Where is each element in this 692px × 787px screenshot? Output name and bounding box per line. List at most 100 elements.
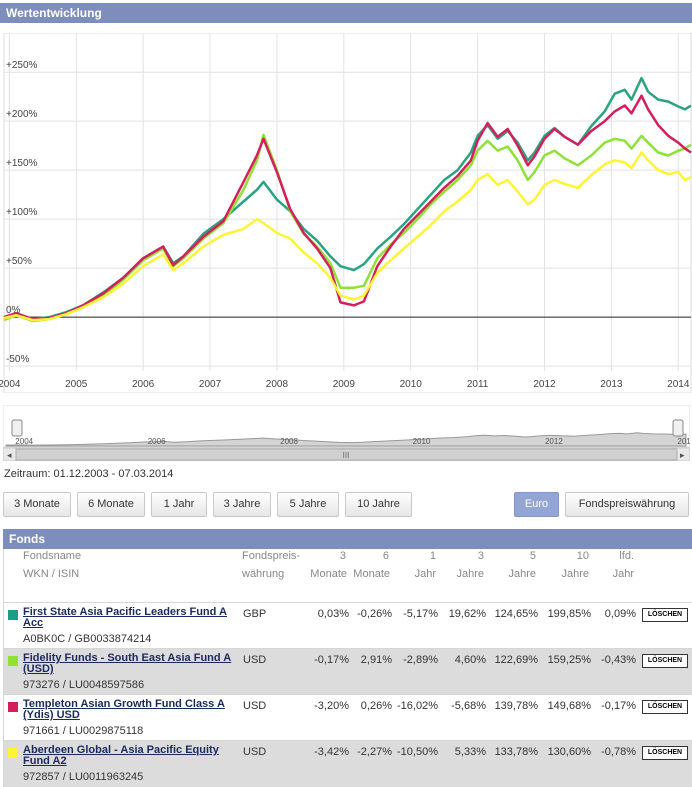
header-3y: 3 bbox=[477, 550, 484, 562]
x-tick-label: 2010 bbox=[400, 379, 423, 390]
delete-fund-button[interactable]: LÖSCHEN bbox=[642, 700, 688, 714]
fund-perf-y5: 122,69% bbox=[494, 654, 538, 666]
date-range-text: Zeitraum: 01.12.2003 - 07.03.2014 bbox=[4, 468, 174, 480]
fonds-panel-title: Fonds bbox=[9, 532, 45, 546]
navigator-year-label: 2014 bbox=[677, 437, 690, 446]
fund-row: Templeton Asian Growth Fund Class A (Ydi… bbox=[4, 695, 692, 741]
fund-wkn-isin: A0BK0C / GB0033874214 bbox=[23, 633, 152, 645]
navigator-year-label: 2006 bbox=[148, 437, 166, 446]
header-3m-2: Monate bbox=[310, 568, 347, 580]
header-ytd-2: Jahr bbox=[612, 568, 634, 580]
table-header: Fondsname WKN / ISIN Fondspreis- währung… bbox=[4, 549, 692, 603]
time-navigator[interactable]: 2004 2006 2008 2010 2012 2014 ◂ ▸ III bbox=[3, 405, 690, 461]
fund-perf-m6: 0,26% bbox=[360, 700, 392, 712]
header-6m-2: Monate bbox=[353, 568, 390, 580]
header-wkn-isin: WKN / ISIN bbox=[23, 568, 80, 580]
fund-perf-y10: 130,60% bbox=[547, 746, 591, 758]
x-tick-label: 2004 bbox=[0, 379, 21, 390]
y-tick-label: +100% bbox=[6, 207, 38, 218]
currency-fund-button[interactable]: Fondspreiswährung bbox=[565, 492, 689, 517]
y-tick-label: +250% bbox=[6, 60, 38, 71]
chart-panel-header: Wertentwicklung bbox=[0, 3, 692, 23]
fund-perf-m3: -0,17% bbox=[314, 654, 349, 666]
fonds-table: Fondsname WKN / ISIN Fondspreis- währung… bbox=[3, 549, 692, 787]
fund-perf-y5: 124,65% bbox=[494, 608, 538, 620]
header-currency: Fondspreis- bbox=[242, 550, 301, 562]
fund-perf-m6: 2,91% bbox=[360, 654, 392, 666]
x-tick-label: 2011 bbox=[467, 379, 489, 390]
fund-perf-y10: 199,85% bbox=[547, 608, 591, 620]
navigator-left-handle[interactable] bbox=[11, 419, 23, 437]
range-5-years-button[interactable]: 5 Jahre bbox=[277, 492, 339, 517]
range-3-years-button[interactable]: 3 Jahre bbox=[213, 492, 271, 517]
fonds-panel-header: Fonds bbox=[3, 529, 692, 549]
fund-perf-m6: -2,27% bbox=[357, 746, 392, 758]
header-10y-2: Jahre bbox=[561, 568, 589, 580]
fund-perf-m3: 0,03% bbox=[317, 608, 349, 620]
fund-color-swatch bbox=[8, 702, 18, 712]
x-tick-label: 2007 bbox=[199, 379, 222, 390]
currency-euro-button[interactable]: Euro bbox=[514, 492, 559, 517]
fund-name-link[interactable]: Aberdeen Global - Asia Pacific Equity Fu… bbox=[23, 744, 219, 767]
fund-wkn-isin: 972857 / LU0011963245 bbox=[23, 771, 144, 783]
header-ytd: lfd. bbox=[619, 550, 634, 562]
header-6m: 6 bbox=[382, 550, 389, 562]
fund-perf-lfd: -0,17% bbox=[601, 700, 636, 712]
navigator-year-label: 2010 bbox=[413, 437, 431, 446]
fund-perf-y3: 4,60% bbox=[454, 654, 486, 666]
y-tick-label: +50% bbox=[6, 256, 32, 267]
navigator-right-handle[interactable] bbox=[672, 419, 684, 437]
fund-perf-lfd: 0,09% bbox=[604, 608, 636, 620]
fund-name-link[interactable]: Templeton Asian Growth Fund Class A (Ydi… bbox=[23, 698, 225, 721]
navigator-scrollbar-thumb[interactable] bbox=[15, 448, 678, 461]
fund-perf-m3: -3,42% bbox=[314, 746, 349, 758]
fund-name-link[interactable]: First State Asia Pacific Leaders Fund A … bbox=[23, 606, 227, 629]
fund-perf-y10: 159,25% bbox=[547, 654, 591, 666]
range-3-months-button[interactable]: 3 Monate bbox=[3, 492, 71, 517]
x-tick-label: 2014 bbox=[667, 379, 690, 390]
fund-perf-y1: -2,89% bbox=[403, 654, 438, 666]
plot-area bbox=[3, 33, 692, 393]
navigator-scrollbar-grip: III bbox=[343, 451, 350, 460]
fund-currency: USD bbox=[243, 654, 267, 666]
fund-perf-y1: -10,50% bbox=[397, 746, 438, 758]
fund-color-swatch bbox=[8, 610, 18, 620]
header-currency-2: währung bbox=[242, 568, 285, 580]
y-tick-label: +200% bbox=[6, 109, 38, 120]
x-tick-label: 2009 bbox=[333, 379, 356, 390]
navigator-year-label: 2012 bbox=[545, 437, 563, 446]
performance-chart: 2004 2005 2006 2007 2008 2009 2010 2011 2012 2013… bbox=[0, 33, 692, 393]
navigator-overview-area bbox=[5, 432, 687, 447]
navigator-left-arrow[interactable]: ◂ bbox=[7, 450, 12, 460]
fund-wkn-isin: 971661 / LU0029875118 bbox=[23, 725, 144, 737]
fund-perf-y1: -5,17% bbox=[403, 608, 438, 620]
delete-fund-button[interactable]: LÖSCHEN bbox=[642, 654, 688, 668]
fund-row: First State Asia Pacific Leaders Fund A … bbox=[4, 603, 692, 649]
x-tick-label: 2008 bbox=[266, 379, 289, 390]
y-tick-label: -50% bbox=[6, 354, 29, 365]
header-5y: 5 bbox=[529, 550, 536, 562]
header-1y: 1 bbox=[429, 550, 436, 562]
fund-color-swatch bbox=[8, 656, 18, 666]
y-tick-label: +150% bbox=[6, 158, 38, 169]
navigator-right-arrow[interactable]: ▸ bbox=[680, 450, 685, 460]
fund-perf-y3: -5,68% bbox=[451, 700, 486, 712]
chart-panel-title: Wertentwicklung bbox=[6, 6, 102, 20]
navigator-year-label: 2008 bbox=[280, 437, 298, 446]
range-10-years-button[interactable]: 10 Jahre bbox=[345, 492, 412, 517]
fund-perf-y5: 133,78% bbox=[494, 746, 538, 758]
fund-name-link[interactable]: Fidelity Funds - South East Asia Fund A … bbox=[23, 652, 232, 675]
x-tick-label: 2005 bbox=[65, 379, 88, 390]
header-3m: 3 bbox=[339, 550, 346, 562]
range-6-months-button[interactable]: 6 Monate bbox=[77, 492, 145, 517]
fund-perf-y5: 139,78% bbox=[494, 700, 538, 712]
range-1-year-button[interactable]: 1 Jahr bbox=[151, 492, 207, 517]
x-tick-label: 2006 bbox=[132, 379, 155, 390]
header-3y-2: Jahre bbox=[456, 568, 484, 580]
navigator-year-label: 2004 bbox=[15, 437, 33, 446]
fund-row: Fidelity Funds - South East Asia Fund A … bbox=[4, 649, 692, 695]
fund-perf-lfd: -0,78% bbox=[601, 746, 636, 758]
delete-fund-button[interactable]: LÖSCHEN bbox=[642, 608, 688, 622]
fund-perf-m3: -3,20% bbox=[314, 700, 349, 712]
delete-fund-button[interactable]: LÖSCHEN bbox=[642, 746, 688, 760]
